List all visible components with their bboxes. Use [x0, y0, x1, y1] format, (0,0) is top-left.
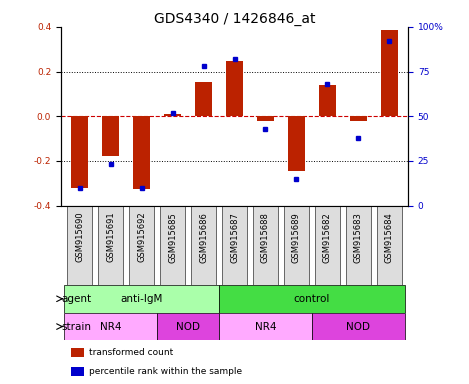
Text: GSM915688: GSM915688	[261, 212, 270, 263]
FancyBboxPatch shape	[219, 313, 312, 341]
FancyBboxPatch shape	[129, 205, 154, 285]
FancyBboxPatch shape	[346, 205, 371, 285]
Bar	[319, 85, 336, 116]
FancyBboxPatch shape	[315, 205, 340, 285]
Text: NR4: NR4	[255, 321, 276, 331]
Text: anti-IgM: anti-IgM	[121, 294, 163, 304]
Text: transformed count: transformed count	[89, 348, 173, 357]
FancyBboxPatch shape	[377, 205, 402, 285]
Bar	[288, 116, 305, 171]
Bar	[350, 116, 367, 121]
FancyBboxPatch shape	[191, 205, 216, 285]
FancyBboxPatch shape	[98, 205, 123, 285]
Bar	[102, 116, 119, 156]
FancyBboxPatch shape	[222, 205, 247, 285]
Text: GSM915687: GSM915687	[230, 212, 239, 263]
Text: GSM915689: GSM915689	[292, 212, 301, 263]
FancyBboxPatch shape	[312, 313, 405, 341]
Bar	[226, 61, 243, 116]
Bar	[71, 116, 88, 188]
FancyBboxPatch shape	[157, 313, 219, 341]
FancyBboxPatch shape	[284, 205, 309, 285]
Text: GSM915685: GSM915685	[168, 212, 177, 263]
Bar	[195, 81, 212, 116]
Bar	[71, 367, 83, 376]
Bar	[257, 116, 274, 121]
Title: GDS4340 / 1426846_at: GDS4340 / 1426846_at	[154, 12, 315, 26]
FancyBboxPatch shape	[64, 285, 219, 313]
Text: GSM915692: GSM915692	[137, 212, 146, 263]
Text: NOD: NOD	[176, 321, 200, 331]
Text: GSM915690: GSM915690	[75, 212, 84, 263]
Text: NOD: NOD	[347, 321, 371, 331]
Text: strain: strain	[61, 321, 91, 331]
Text: GSM915683: GSM915683	[354, 212, 363, 263]
Text: GSM915684: GSM915684	[385, 212, 394, 263]
Text: GSM915691: GSM915691	[106, 212, 115, 263]
Text: agent: agent	[61, 294, 91, 304]
FancyBboxPatch shape	[219, 285, 405, 313]
Bar	[381, 30, 398, 116]
FancyBboxPatch shape	[160, 205, 185, 285]
Bar	[133, 116, 150, 189]
Text: percentile rank within the sample: percentile rank within the sample	[89, 367, 242, 376]
FancyBboxPatch shape	[67, 205, 92, 285]
Text: NR4: NR4	[100, 321, 121, 331]
Bar	[71, 348, 83, 357]
FancyBboxPatch shape	[64, 313, 157, 341]
Bar	[164, 114, 181, 116]
Text: GSM915682: GSM915682	[323, 212, 332, 263]
Text: control: control	[294, 294, 330, 304]
Text: GSM915686: GSM915686	[199, 212, 208, 263]
FancyBboxPatch shape	[253, 205, 278, 285]
